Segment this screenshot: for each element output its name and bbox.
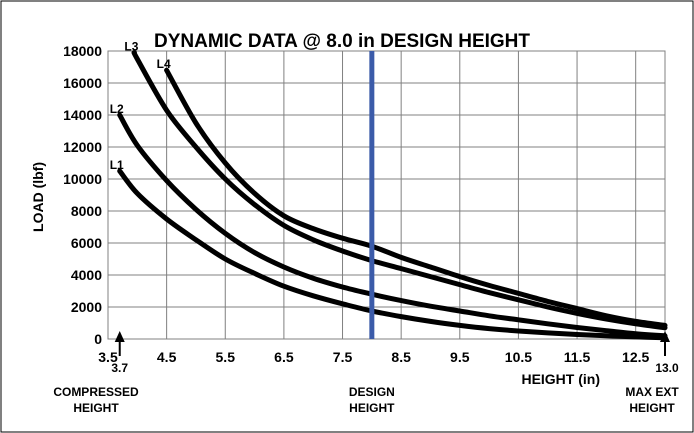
y-tick-label: 14000 bbox=[63, 107, 102, 123]
series-label-l4: L4 bbox=[157, 57, 171, 71]
series-line-l4 bbox=[164, 67, 668, 328]
chart-title: DYNAMIC DATA @ 8.0 in DESIGN HEIGHT bbox=[154, 31, 530, 52]
max-ext-label-line2: HEIGHT bbox=[629, 401, 675, 415]
compressed-value: 3.7 bbox=[111, 361, 128, 375]
annotations: 3.7 COMPRESSED HEIGHT DESIGN HEIGHT 13.0 MAX E… bbox=[53, 331, 679, 415]
design-label-line1: DESIGN bbox=[349, 385, 395, 399]
x-tick-label: 8.5 bbox=[391, 349, 411, 365]
x-tick-label: 5.5 bbox=[216, 349, 236, 365]
series-labels: L1 L2 L3 L4 bbox=[110, 40, 171, 172]
x-tick-label: 4.5 bbox=[157, 349, 177, 365]
x-axis-title: HEIGHT (in) bbox=[521, 371, 600, 387]
y-tick-label: 8000 bbox=[71, 203, 102, 219]
y-tick-label: 6000 bbox=[71, 235, 102, 251]
design-label-line2: HEIGHT bbox=[349, 401, 395, 415]
x-tick-label: 12.5 bbox=[622, 349, 649, 365]
x-tick-label: 3.5 bbox=[98, 349, 118, 365]
compressed-label-line1: COMPRESSED bbox=[53, 385, 139, 399]
series-line-l3 bbox=[131, 50, 668, 331]
x-tick-label: 10.5 bbox=[505, 349, 532, 365]
tick-labels: 0 2000 4000 6000 8000 10000 12000 14000 16000 180… bbox=[63, 43, 649, 365]
grid bbox=[107, 50, 665, 340]
max-ext-label-line1: MAX EXT bbox=[625, 385, 679, 399]
series-label-l3: L3 bbox=[124, 40, 138, 54]
series-line-l1 bbox=[117, 168, 668, 341]
y-tick-label: 4000 bbox=[71, 267, 102, 283]
max-ext-arrow-head bbox=[660, 331, 670, 342]
series-line-l2 bbox=[117, 112, 668, 339]
x-tick-label: 6.5 bbox=[274, 349, 294, 365]
y-tick-label: 18000 bbox=[63, 43, 102, 59]
y-tick-label: 10000 bbox=[63, 171, 102, 187]
series-group bbox=[117, 50, 668, 341]
y-tick-label: 12000 bbox=[63, 139, 102, 155]
x-tick-label: 11.5 bbox=[564, 349, 591, 365]
compressed-label-line2: HEIGHT bbox=[73, 401, 119, 415]
x-tick-label: 7.5 bbox=[333, 349, 353, 365]
series-label-l2: L2 bbox=[110, 102, 124, 116]
y-tick-label: 2000 bbox=[71, 299, 102, 315]
series-label-l1: L1 bbox=[110, 158, 124, 172]
x-tick-label: 9.5 bbox=[450, 349, 470, 365]
y-tick-label: 0 bbox=[94, 331, 102, 347]
y-tick-label: 16000 bbox=[63, 75, 102, 91]
y-axis-title: LOAD (lbf) bbox=[30, 162, 46, 232]
compressed-arrow-head bbox=[114, 331, 125, 342]
max-ext-value: 13.0 bbox=[655, 361, 679, 375]
plot-area bbox=[107, 50, 666, 340]
